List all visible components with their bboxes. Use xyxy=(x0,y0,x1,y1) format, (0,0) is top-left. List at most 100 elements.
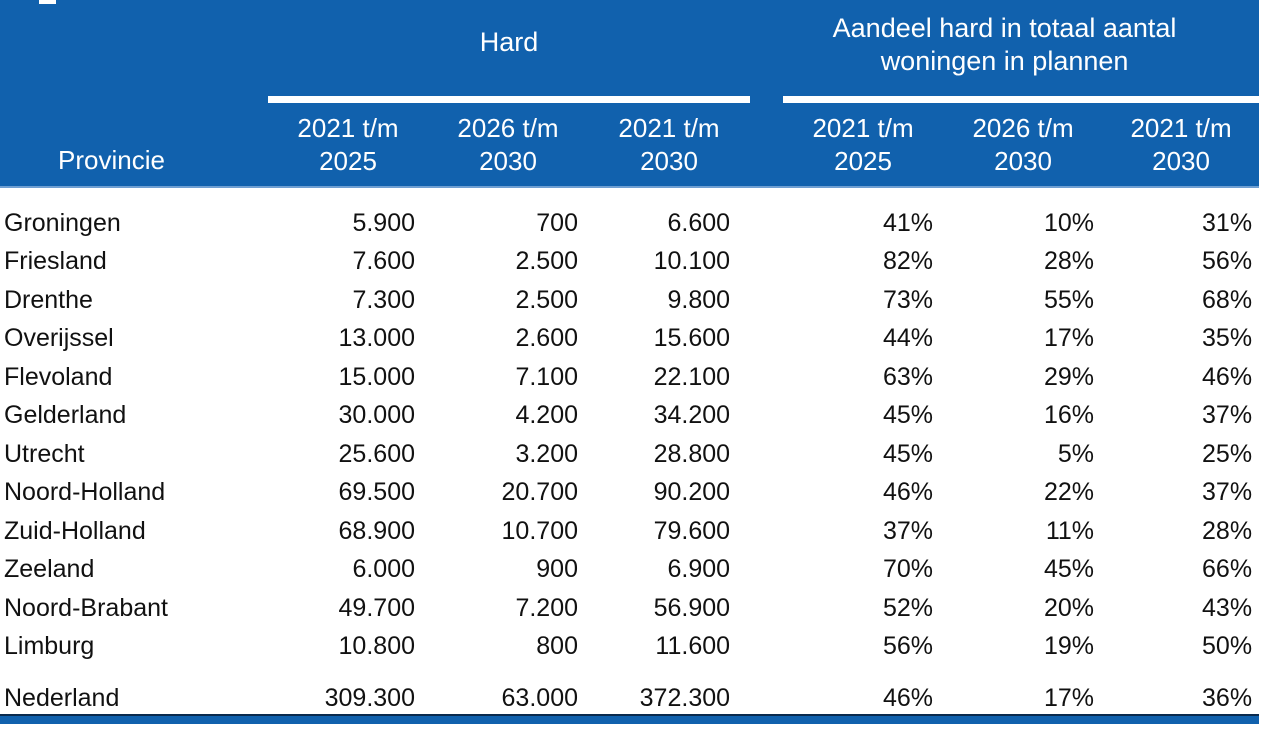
table-row: Groningen 5.900 700 6.600 41% 10% 31% xyxy=(0,204,1259,243)
table-row: Zeeland 6.000 900 6.900 70% 45% 66% xyxy=(0,551,1259,590)
value-cell: 6.000 xyxy=(352,555,415,584)
value-cell: 22.100 xyxy=(653,362,731,391)
value-cell: 69.500 xyxy=(338,478,415,507)
group-header-hard: Hard xyxy=(268,0,751,103)
value-cell: 55% xyxy=(1043,285,1095,314)
value-cell: 900 xyxy=(536,555,578,584)
value-cell: 4.200 xyxy=(515,401,578,430)
table-row: Overijssel 13.000 2.600 15.600 44% 17% 3… xyxy=(0,320,1259,359)
value-cell: 9.800 xyxy=(667,285,731,314)
province-cell: Friesland xyxy=(4,247,107,276)
column-header-period-2: 2026 t/m 2030 xyxy=(428,103,588,188)
value-cell: 5.900 xyxy=(352,208,415,237)
value-cell: 10.700 xyxy=(501,516,578,545)
group-header-row: Hard Aandeel hard in totaal aantal wonin… xyxy=(0,0,1260,103)
value-cell: 46% xyxy=(882,478,934,507)
housing-plans-table: Hard Aandeel hard in totaal aantal wonin… xyxy=(0,0,1260,714)
value-cell: 10% xyxy=(1043,208,1095,237)
value-cell: 22% xyxy=(1043,478,1095,507)
value-cell: 17% xyxy=(1043,683,1095,712)
value-cell: 25% xyxy=(1202,439,1253,468)
group-label-aandeel: Aandeel hard in totaal aantal woningen i… xyxy=(832,13,1177,76)
value-cell: 63% xyxy=(882,362,934,391)
value-cell: 20% xyxy=(1043,593,1095,622)
total-row: Nederland 309.300 63.000 372.300 46% 17%… xyxy=(0,682,1259,714)
value-cell: 43% xyxy=(1202,593,1253,622)
value-cell: 800 xyxy=(536,632,578,661)
province-cell: Nederland xyxy=(4,683,120,712)
value-cell: 31% xyxy=(1202,208,1253,237)
value-cell: 34.200 xyxy=(653,401,731,430)
column-header-period-6: 2021 t/m 2030 xyxy=(1103,103,1260,188)
column-header-provincie: Provincie xyxy=(0,103,268,188)
value-cell: 372.300 xyxy=(639,683,731,712)
value-cell: 68% xyxy=(1202,285,1253,314)
value-cell: 82% xyxy=(882,247,934,276)
table-row: Zuid-Holland 68.900 10.700 79.600 37% 11… xyxy=(0,512,1259,551)
province-cell: Limburg xyxy=(4,632,95,661)
value-cell: 7.200 xyxy=(515,593,578,622)
value-cell: 56% xyxy=(882,632,934,661)
value-cell: 56.900 xyxy=(653,593,731,622)
group-header-aandeel: Aandeel hard in totaal aantal woningen i… xyxy=(750,0,1260,103)
value-cell: 37% xyxy=(1202,478,1253,507)
table-row: Drenthe 7.300 2.500 9.800 73% 55% 68% xyxy=(0,281,1259,320)
value-cell: 90.200 xyxy=(653,478,731,507)
value-cell: 7.300 xyxy=(352,285,415,314)
value-cell: 45% xyxy=(882,439,934,468)
province-cell: Groningen xyxy=(4,208,121,237)
province-cell: Noord-Holland xyxy=(4,478,166,507)
value-cell: 20.700 xyxy=(501,478,578,507)
value-cell: 7.600 xyxy=(352,247,415,276)
value-cell: 46% xyxy=(882,683,934,712)
value-cell: 13.000 xyxy=(338,324,415,353)
value-cell: 3.200 xyxy=(515,439,578,468)
value-cell: 700 xyxy=(536,208,578,237)
top-left-white-notch xyxy=(39,0,56,4)
province-cell: Gelderland xyxy=(4,401,127,430)
table-header: Hard Aandeel hard in totaal aantal wonin… xyxy=(0,0,1260,188)
table-body: Groningen 5.900 700 6.600 41% 10% 31% Fr… xyxy=(0,187,1259,714)
value-cell: 17% xyxy=(1043,324,1095,353)
table-row: Noord-Brabant 49.700 7.200 56.900 52% 20… xyxy=(0,589,1259,628)
value-cell: 11% xyxy=(1045,516,1095,545)
group-underline xyxy=(268,96,751,103)
value-cell: 68.900 xyxy=(338,516,415,545)
value-cell: 66% xyxy=(1202,555,1253,584)
value-cell: 49.700 xyxy=(338,593,415,622)
value-cell: 52% xyxy=(882,593,934,622)
value-cell: 15.000 xyxy=(338,362,415,391)
value-cell: 56% xyxy=(1202,247,1253,276)
value-cell: 46% xyxy=(1202,362,1253,391)
column-header-period-3: 2021 t/m 2030 xyxy=(588,103,751,188)
province-cell: Noord-Brabant xyxy=(4,593,168,622)
value-cell: 37% xyxy=(1202,401,1253,430)
province-cell: Zuid-Holland xyxy=(4,516,146,545)
bottom-bar xyxy=(0,714,1259,724)
province-cell: Overijssel xyxy=(4,324,114,353)
value-cell: 29% xyxy=(1043,362,1095,391)
value-cell: 11.600 xyxy=(655,632,731,661)
value-cell: 28% xyxy=(1043,247,1095,276)
value-cell: 7.100 xyxy=(515,362,578,391)
table-row: Noord-Holland 69.500 20.700 90.200 46% 2… xyxy=(0,474,1259,513)
value-cell: 45% xyxy=(1043,555,1095,584)
value-cell: 309.300 xyxy=(324,683,415,712)
value-cell: 5% xyxy=(1057,439,1095,468)
spacer-row xyxy=(0,187,1259,204)
group-label-hard: Hard xyxy=(479,27,539,57)
province-cell: Drenthe xyxy=(4,285,93,314)
value-cell: 10.800 xyxy=(338,632,415,661)
value-cell: 28.800 xyxy=(653,439,731,468)
value-cell: 28% xyxy=(1202,516,1253,545)
value-cell: 19% xyxy=(1043,632,1095,661)
table-row: Flevoland 15.000 7.100 22.100 63% 29% 46… xyxy=(0,358,1259,397)
value-cell: 36% xyxy=(1202,683,1253,712)
value-cell: 63.000 xyxy=(501,683,578,712)
value-cell: 10.100 xyxy=(653,247,731,276)
value-cell: 2.500 xyxy=(515,285,578,314)
value-cell: 6.600 xyxy=(667,208,731,237)
group-underline xyxy=(783,96,1260,103)
value-cell: 45% xyxy=(882,401,934,430)
